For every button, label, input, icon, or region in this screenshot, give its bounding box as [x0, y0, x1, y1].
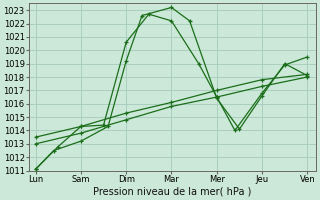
X-axis label: Pression niveau de la mer( hPa ): Pression niveau de la mer( hPa ) [93, 187, 252, 197]
